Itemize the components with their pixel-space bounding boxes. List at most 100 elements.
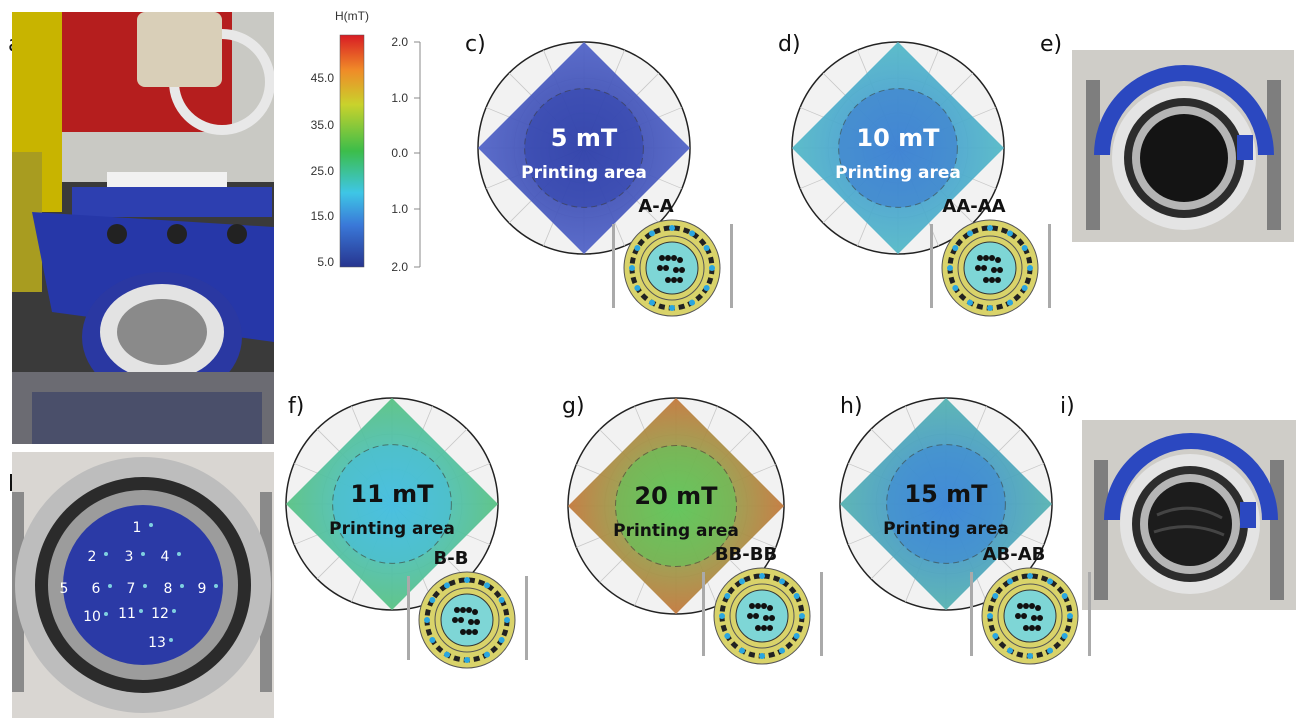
measurement-point-marker (139, 609, 143, 613)
field-value-label: 20 mT (634, 482, 718, 510)
platform-photo-i (1082, 420, 1296, 610)
measurement-point-marker (108, 584, 112, 588)
magnet-dot (464, 657, 470, 663)
magnet-dot (724, 633, 731, 639)
platform-photo-e (1072, 50, 1294, 242)
particle-dot (679, 267, 685, 273)
printing-area-circle (886, 444, 1006, 564)
particle-dot (671, 255, 677, 261)
measurement-point-marker (143, 584, 147, 588)
colorbar-title: H(mT) (335, 9, 369, 23)
particle-dot (767, 625, 773, 631)
magnet-dot (799, 613, 805, 619)
magnet-dot (484, 582, 490, 589)
particle-dot (671, 277, 677, 283)
magnet-config-inset-g: BB-BB (702, 544, 823, 665)
particle-dot (983, 277, 989, 283)
magnet-dot (1007, 578, 1013, 585)
measurement-point-label: 5 (60, 581, 69, 597)
magnet-dot (1027, 265, 1033, 271)
magnet-dot (759, 573, 765, 579)
magnet-dot (703, 245, 710, 251)
magnet-dot (689, 230, 695, 237)
particle-dot (659, 255, 665, 261)
particle-dot (995, 277, 1001, 283)
colorbar-tick-label: 35.0 (311, 118, 335, 132)
panel-label-i: i) (1060, 394, 1075, 419)
measurement-platform-photo: 1 2 3 4 5 6 7 8 9 10 11 12 13 (12, 452, 274, 718)
magnet-dot (629, 265, 635, 271)
measurement-point-label: 9 (198, 581, 207, 597)
particle-dot (665, 277, 671, 283)
magnet-dot (1067, 613, 1073, 619)
magnet-dot (649, 230, 655, 237)
magnet-dot (484, 651, 490, 658)
field-value-label: 15 mT (904, 480, 988, 508)
particle-dot (1023, 625, 1029, 631)
panel-label-f: f) (288, 394, 305, 419)
magnet-dot (992, 633, 999, 639)
printing-chamber (645, 241, 699, 295)
magnet-config-inset-d: AA-AA (930, 196, 1051, 317)
measurement-point-label: 6 (92, 581, 101, 597)
magnet-dot (719, 613, 725, 619)
particle-dot (761, 603, 767, 609)
measurement-point-label: 3 (125, 549, 134, 565)
magnet-dot (1061, 633, 1068, 639)
magnet-dot (1061, 593, 1068, 599)
particle-dot (755, 625, 761, 631)
magnet-dot (987, 305, 993, 311)
particle-dot (657, 265, 663, 271)
printing-area-circle (615, 445, 737, 567)
colorbar-tick-label: 5.0 (317, 255, 334, 269)
field-map-d: 10 mT Printing area (791, 41, 1005, 255)
magnet-dot (444, 582, 450, 589)
measurement-point-label: 1 (133, 520, 142, 536)
magnet-dot (669, 305, 675, 311)
particle-dot (763, 615, 769, 621)
field-map-g: 20 mT Printing area (567, 397, 785, 615)
particle-dot (1017, 603, 1023, 609)
magnet-dot (429, 637, 436, 643)
magnet-dot (967, 230, 973, 237)
particle-dot (749, 603, 755, 609)
magnet-dot (739, 647, 745, 654)
magnet-config-label: BB-BB (715, 544, 777, 565)
magnet-dot (424, 617, 430, 623)
colorbar-right-tick-label: 2.0 (391, 35, 408, 49)
magnet-dot (1007, 230, 1013, 237)
magnet-dot (967, 299, 973, 306)
printing-area-circle (524, 88, 644, 208)
measurement-point-marker (104, 612, 108, 616)
magnet-dot (1007, 299, 1013, 306)
particle-dot (747, 613, 753, 619)
particle-dot (677, 277, 683, 283)
magnet-dot (634, 245, 641, 251)
magnet-dot (724, 593, 731, 599)
printing-area-label: Printing area (521, 163, 647, 183)
measurement-point-marker (214, 584, 218, 588)
magnet-dot (1047, 578, 1053, 585)
magnet-dot (689, 299, 695, 306)
particle-dot (663, 265, 669, 271)
magnet-dot (987, 613, 993, 619)
particle-dot (1029, 625, 1035, 631)
particle-dot (995, 257, 1001, 263)
particle-dot (472, 629, 478, 635)
measurement-point-marker (180, 584, 184, 588)
measurement-point-marker (141, 552, 145, 556)
printing-area-label: Printing area (613, 521, 739, 541)
particle-dot (1015, 613, 1021, 619)
particle-dot (458, 617, 464, 623)
particle-dot (769, 615, 775, 621)
particle-dot (460, 607, 466, 613)
magnet-dot (947, 265, 953, 271)
particle-dot (466, 629, 472, 635)
printing-area-label: Printing area (883, 519, 1009, 539)
printing-area-circle (332, 444, 452, 564)
particle-dot (673, 267, 679, 273)
magnet-config-label: A-A (638, 196, 673, 217)
magnet-dot (1027, 573, 1033, 579)
particle-dot (997, 267, 1003, 273)
